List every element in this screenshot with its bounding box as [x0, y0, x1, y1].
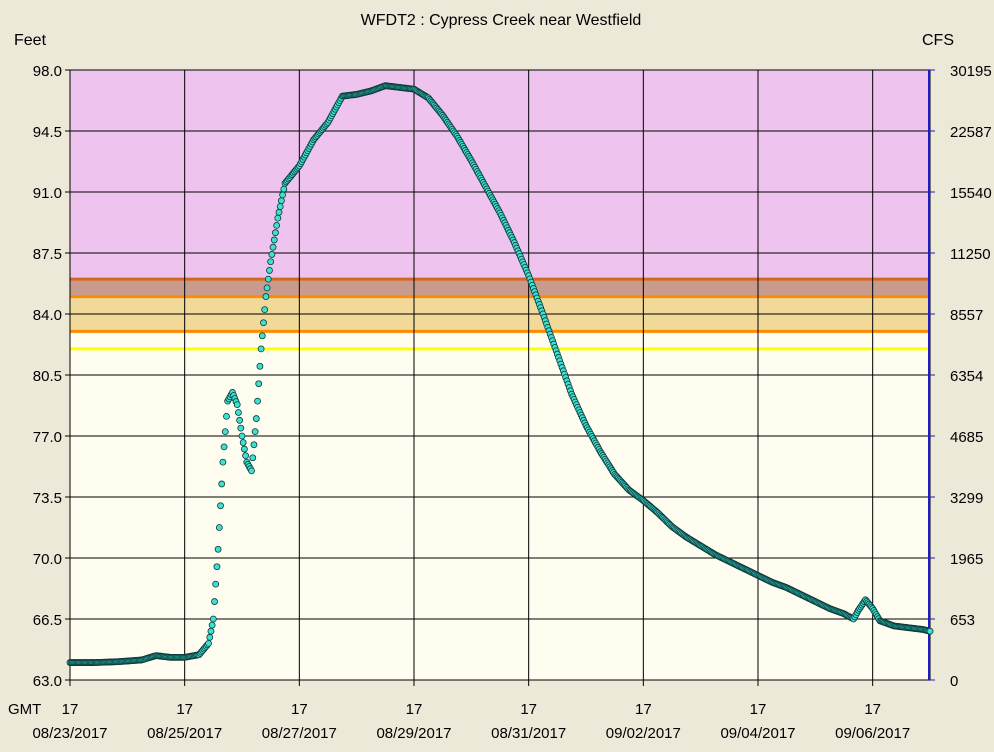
y-tick-label-left: 70.0	[33, 551, 62, 568]
data-point	[272, 229, 279, 237]
data-point	[257, 345, 265, 353]
x-tick-date: 08/27/2017	[262, 725, 337, 742]
x-tick-date: 08/31/2017	[491, 725, 566, 742]
data-point	[264, 275, 272, 283]
y-tick-label-left: 73.5	[33, 490, 62, 507]
data-point	[209, 615, 217, 623]
x-tick-hour: 17	[635, 701, 652, 718]
data-point	[261, 306, 269, 314]
x-tick-hour: 17	[520, 701, 537, 718]
stage-band	[70, 331, 930, 680]
y-tick-label-left: 94.5	[33, 124, 62, 141]
x-tick-date: 09/04/2017	[720, 725, 795, 742]
y-tick-label-right: 30195	[950, 63, 992, 80]
data-point	[249, 454, 257, 462]
data-point	[215, 524, 223, 531]
data-point	[208, 621, 216, 629]
x-tick-hour: 17	[291, 701, 308, 718]
y-tick-label-left: 63.0	[33, 673, 62, 690]
x-tick-hour: 17	[406, 701, 423, 718]
data-point	[214, 545, 222, 553]
x-tick-hour: 17	[176, 701, 193, 718]
data-point	[220, 443, 228, 451]
data-point	[256, 362, 264, 370]
x-tick-date: 08/23/2017	[32, 725, 107, 742]
y-tick-label-left: 91.0	[33, 185, 62, 202]
y-tick-label-right: 8557	[950, 307, 983, 324]
data-point	[255, 380, 263, 388]
y-tick-label-left: 77.0	[33, 429, 62, 446]
data-point	[263, 284, 271, 292]
data-point	[221, 428, 229, 436]
data-point	[218, 480, 226, 488]
y-tick-label-right: 4685	[950, 429, 983, 446]
data-point	[219, 458, 227, 466]
data-point	[239, 439, 247, 446]
data-point	[223, 412, 230, 420]
data-point	[260, 319, 267, 327]
y-tick-label-left: 84.0	[33, 307, 62, 324]
data-point	[268, 251, 276, 258]
data-point	[237, 424, 245, 432]
data-point	[205, 640, 212, 647]
right-axis-label: CFS	[922, 32, 954, 49]
data-point	[266, 267, 273, 274]
y-tick-label-left: 87.5	[33, 246, 62, 263]
x-tick-date: 08/25/2017	[147, 725, 222, 742]
left-axis-label: Feet	[14, 32, 47, 49]
stage-band	[70, 279, 930, 297]
data-point	[278, 197, 285, 205]
x-tick-hour: 17	[750, 701, 767, 718]
gmt-label: GMT	[8, 701, 41, 718]
data-point	[242, 452, 249, 460]
data-point	[252, 415, 260, 422]
data-point	[207, 627, 215, 635]
x-tick-date: 09/06/2017	[835, 725, 910, 742]
data-point	[217, 502, 224, 510]
y-tick-label-left: 66.5	[33, 612, 62, 629]
stage-band	[70, 70, 930, 280]
y-tick-label-right: 653	[950, 612, 975, 629]
data-point	[258, 332, 266, 340]
y-tick-label-right: 1965	[950, 551, 983, 568]
x-tick-date: 08/29/2017	[376, 725, 451, 742]
y-tick-label-right: 0	[950, 673, 958, 690]
data-point	[248, 467, 255, 475]
data-point	[213, 563, 221, 571]
data-point	[251, 428, 259, 436]
data-point	[270, 236, 278, 244]
y-tick-label-right: 3299	[950, 490, 983, 507]
data-point	[274, 214, 282, 222]
chart-title: WFDT2 : Cypress Creek near Westfield	[361, 12, 642, 29]
data-point	[254, 397, 261, 405]
data-point	[233, 401, 241, 409]
data-point	[280, 185, 288, 193]
data-point	[250, 441, 258, 449]
data-point	[267, 258, 275, 266]
x-tick-date: 09/02/2017	[606, 725, 681, 742]
data-point	[236, 416, 244, 424]
data-point	[240, 445, 248, 453]
data-point	[926, 627, 934, 635]
y-tick-label-left: 80.5	[33, 368, 62, 385]
y-tick-label-right: 15540	[950, 185, 992, 202]
data-point	[212, 580, 220, 588]
data-point	[279, 191, 287, 199]
data-point	[273, 222, 281, 229]
y-tick-label-right: 11250	[950, 246, 991, 263]
data-point	[262, 293, 270, 300]
y-tick-label-right: 22587	[950, 124, 992, 141]
data-point	[206, 633, 214, 641]
data-point	[276, 203, 284, 210]
data-point	[275, 208, 283, 216]
data-point	[211, 598, 218, 605]
x-tick-hour: 17	[62, 701, 79, 718]
data-point	[235, 409, 242, 416]
x-tick-hour: 17	[864, 701, 881, 718]
y-tick-label-right: 6354	[950, 368, 983, 385]
y-tick-label-left: 98.0	[33, 63, 62, 80]
data-point	[269, 243, 277, 251]
data-point	[238, 432, 246, 440]
